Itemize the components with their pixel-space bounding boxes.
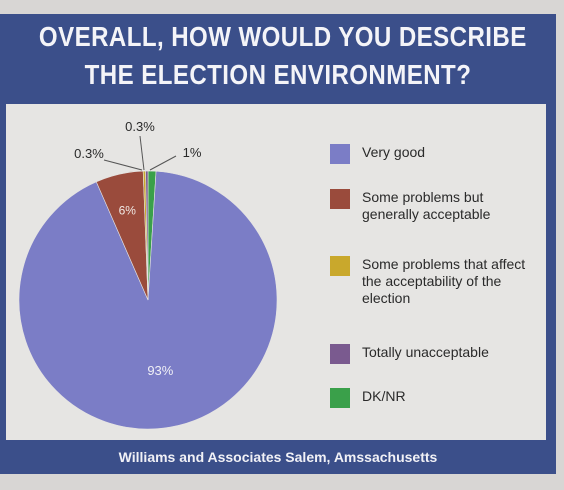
legend-swatch — [330, 189, 350, 209]
data-label-very-good: 93% — [147, 363, 173, 378]
legend-label: Very good — [362, 144, 426, 160]
data-label-totally-unacceptable: 0.3% — [74, 146, 104, 161]
source-footer: Williams and Associates Salem, Amssachus… — [118, 449, 438, 465]
legend-item-some-problems-affect: Some problems that affect the acceptabil… — [330, 256, 532, 307]
leader-line-2 — [149, 155, 177, 171]
data-label-some-problems-acceptable: 6% — [119, 203, 137, 217]
legend-swatch — [330, 256, 350, 276]
chart-title: OVERALL, HOW WOULD YOU DESCRIBE THE ELEC… — [38, 18, 527, 100]
legend-label: Some problems but generally acceptable — [362, 189, 491, 222]
legend-label: Totally unacceptable — [362, 344, 489, 360]
data-label-some-problems-affect: 0.3% — [125, 119, 155, 134]
legend-swatch — [330, 144, 350, 164]
legend-item-dk-nr: DK/NR — [330, 388, 537, 408]
legend-item-very-good: Very good — [330, 144, 537, 164]
legend-item-totally-unacceptable: Totally unacceptable — [330, 344, 537, 364]
legend-label: Some problems that affect the acceptabil… — [362, 256, 526, 306]
leader-line-1 — [139, 135, 145, 171]
chart-title-line-1: OVERALL, HOW WOULD YOU DESCRIBE — [38, 21, 527, 52]
data-label-dk-nr: 1% — [183, 145, 202, 160]
pie-slice-0 — [18, 170, 278, 430]
pie-slice-3 — [145, 170, 149, 301]
chart-title-line-2: THE ELECTION ENVIRONMENT? — [84, 59, 472, 90]
legend-swatch — [330, 344, 350, 364]
leader-line-0 — [103, 159, 143, 171]
legend-swatch — [330, 388, 350, 408]
legend-item-some-problems-acceptable: Some problems but generally acceptable — [330, 189, 522, 223]
legend-label: DK/NR — [362, 388, 406, 404]
